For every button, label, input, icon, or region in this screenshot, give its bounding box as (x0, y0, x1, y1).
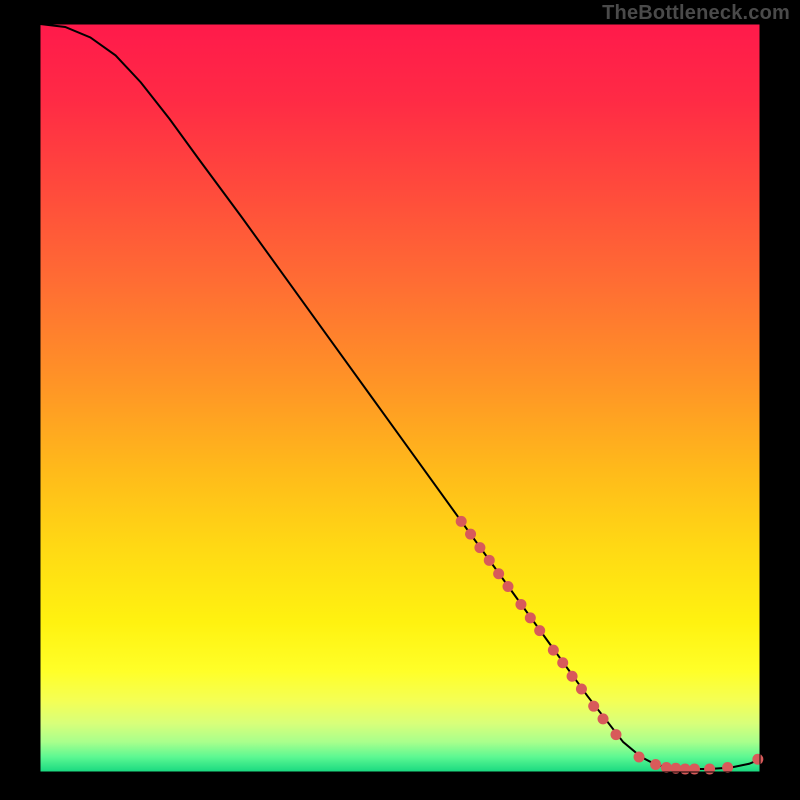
watermark-text: TheBottleneck.com (602, 2, 790, 25)
data-point (567, 671, 578, 682)
data-point (752, 754, 763, 765)
data-point (525, 612, 536, 623)
data-point (689, 764, 700, 775)
data-point (557, 657, 568, 668)
data-point (474, 542, 485, 553)
data-point (484, 555, 495, 566)
data-point (634, 752, 645, 763)
data-point (515, 599, 526, 610)
data-point (650, 759, 661, 770)
data-point (722, 762, 733, 773)
data-point (704, 764, 715, 775)
bottleneck-chart (0, 0, 800, 800)
data-point (534, 625, 545, 636)
data-point (598, 713, 609, 724)
data-point (456, 516, 467, 527)
data-point (465, 529, 476, 540)
data-point (611, 729, 622, 740)
data-point (588, 701, 599, 712)
data-point (503, 581, 514, 592)
data-point (661, 762, 672, 773)
data-point (576, 683, 587, 694)
data-point (493, 568, 504, 579)
data-point (548, 645, 559, 656)
data-point (680, 764, 691, 775)
plot-background-gradient (40, 24, 760, 772)
